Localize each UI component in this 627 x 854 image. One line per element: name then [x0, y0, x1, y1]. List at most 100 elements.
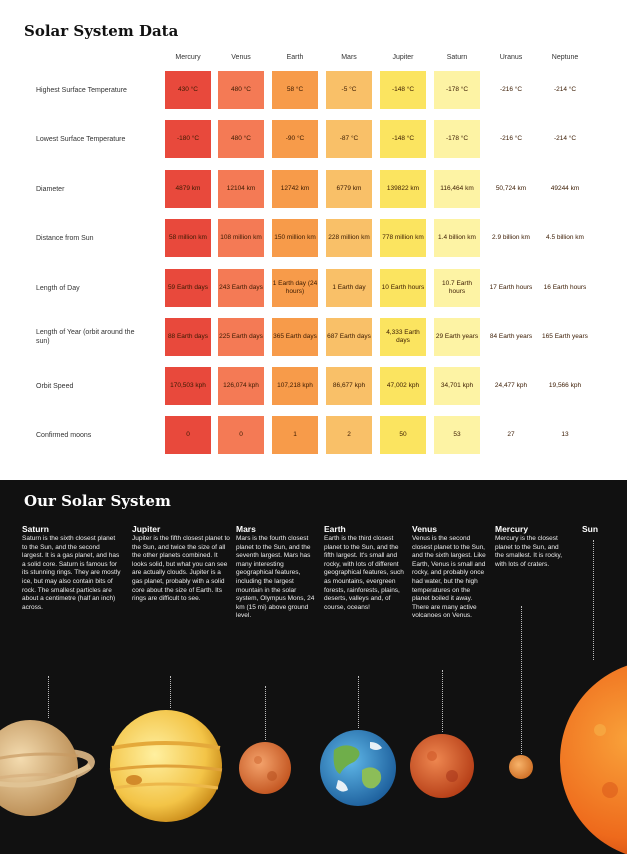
- planet-description-saturn: Saturn is the sixth closest planet to th…: [22, 535, 121, 611]
- solar-system-data-section: Solar System Data Mercury Venus Earth Mars J…: [24, 22, 588, 454]
- table-cell: -90 °C: [272, 120, 318, 158]
- table-cell: 58 °C: [272, 71, 318, 109]
- planet-description-jupiter: Jupiter is the fifth closest planet to t…: [132, 535, 230, 603]
- planet-name-saturn: Saturn: [22, 524, 49, 534]
- table-cell: 6779 km: [326, 170, 372, 208]
- planet-description-venus: Venus is the second closest planet to th…: [412, 535, 486, 620]
- table-cell: -214 °C: [542, 71, 588, 109]
- our-solar-system-section: Our Solar System Saturn Saturn is the six…: [0, 480, 627, 854]
- planet-description-mars: Mars is the fourth closest planet to the…: [236, 535, 315, 620]
- row-label: Lowest Surface Temperature: [36, 135, 126, 143]
- table-cell: -178 °C: [434, 71, 480, 109]
- venus-illustration: [410, 734, 474, 798]
- table-cell: 0: [218, 416, 264, 454]
- table-cell: -180 °C: [165, 120, 211, 158]
- table-cell: 430 °C: [165, 71, 211, 109]
- section-title: Our Solar System: [24, 492, 171, 510]
- planet-name-jupiter: Jupiter: [132, 524, 161, 534]
- table-cell: -87 °C: [326, 120, 372, 158]
- column-header-uranus: Uranus: [499, 54, 523, 61]
- venus-pointer: [442, 670, 443, 732]
- table-cell: 116,464 km: [434, 170, 480, 208]
- table-cell: 29 Earth years: [434, 318, 480, 356]
- planet-name-mars: Mars: [236, 524, 256, 534]
- column-header-saturn: Saturn: [446, 54, 468, 61]
- table-cell: 88 Earth days: [165, 318, 211, 356]
- table-cell: 19,566 kph: [542, 367, 588, 405]
- table-cell: 24,477 kph: [488, 367, 534, 405]
- table-cell: 1 Earth day (24 hours): [272, 269, 318, 307]
- column-header-neptune: Neptune: [551, 54, 579, 61]
- column-header-mars: Mars: [341, 54, 357, 61]
- table-cell: 12104 km: [218, 170, 264, 208]
- sun-pointer: [593, 540, 594, 660]
- mars-pointer: [265, 686, 266, 740]
- column-header-venus: Venus: [231, 54, 251, 61]
- table-cell: 58 million km: [165, 219, 211, 257]
- planet-illustration: [0, 665, 627, 854]
- table-cell: 480 °C: [218, 120, 264, 158]
- mars-illustration: [239, 742, 291, 794]
- table-cell: 365 Earth days: [272, 318, 318, 356]
- column-header-mercury: Mercury: [175, 54, 201, 61]
- table-title: Solar System Data: [24, 22, 179, 40]
- table-cell: -214 °C: [542, 120, 588, 158]
- column-header-earth: Earth: [286, 54, 304, 61]
- table-cell: 12742 km: [272, 170, 318, 208]
- table-cell: 86,677 kph: [326, 367, 372, 405]
- table-cell: -148 °C: [380, 120, 426, 158]
- table-cell: 170,503 kph: [165, 367, 211, 405]
- table-cell: 17 Earth hours: [488, 269, 534, 307]
- jupiter-illustration: [109, 710, 223, 822]
- row-label: Distance from Sun: [36, 234, 94, 242]
- row-label: Orbit Speed: [36, 382, 74, 390]
- mercury-pointer: [521, 606, 522, 754]
- table-cell: 165 Earth years: [542, 318, 588, 356]
- table-cell: 49244 km: [542, 170, 588, 208]
- planet-name-venus: Venus: [412, 524, 438, 534]
- table-cell: 50: [380, 416, 426, 454]
- planet-description-mercury: Mercury is the closest planet to the Sun…: [495, 535, 563, 568]
- table-cell: 108 million km: [218, 219, 264, 257]
- table-cell: 50,724 km: [488, 170, 534, 208]
- table-cell: 687 Earth days: [326, 318, 372, 356]
- table-cell: -216 °C: [488, 120, 534, 158]
- table-cell: -148 °C: [380, 71, 426, 109]
- table-cell: 10 Earth hours: [380, 269, 426, 307]
- table-cell: 480 °C: [218, 71, 264, 109]
- table-cell: 1 Earth day: [326, 269, 372, 307]
- table-cell: -216 °C: [488, 71, 534, 109]
- table-cell: 0: [165, 416, 211, 454]
- table-cell: 150 million km: [272, 219, 318, 257]
- table-cell: 27: [488, 416, 534, 454]
- table-cell: 4,333 Earth days: [380, 318, 426, 356]
- sun-illustration: [560, 665, 627, 854]
- planet-name-earth: Earth: [324, 524, 346, 534]
- table-cell: 10.7 Earth hours: [434, 269, 480, 307]
- planet-name-sun: Sun: [582, 524, 599, 534]
- earth-pointer: [358, 676, 359, 728]
- table-cell: 2: [326, 416, 372, 454]
- mercury-illustration: [509, 755, 533, 779]
- column-header-jupiter: Jupiter: [392, 54, 414, 61]
- table-cell: 778 million km: [380, 219, 426, 257]
- table-cell: 34,701 kph: [434, 367, 480, 405]
- jupiter-pointer: [170, 676, 171, 708]
- table-cell: 2.9 billion km: [488, 219, 534, 257]
- table-cell: 47,002 kph: [380, 367, 426, 405]
- row-label: Highest Surface Temperature: [36, 86, 127, 94]
- table-cell: 1.4 billion km: [434, 219, 480, 257]
- table-cell: 16 Earth hours: [542, 269, 588, 307]
- table-cell: 139822 km: [380, 170, 426, 208]
- saturn-pointer: [48, 676, 49, 718]
- table-cell: 13: [542, 416, 588, 454]
- table-cell: 84 Earth years: [488, 318, 534, 356]
- planet-description-earth: Earth is the third closest planet to the…: [324, 535, 404, 611]
- table-cell: 4.5 billion km: [542, 219, 588, 257]
- table-cell: 228 million km: [326, 219, 372, 257]
- row-label: Confirmed moons: [36, 431, 92, 439]
- table-cell: 1: [272, 416, 318, 454]
- row-label: Length of Day: [36, 284, 80, 292]
- table-cell: 53: [434, 416, 480, 454]
